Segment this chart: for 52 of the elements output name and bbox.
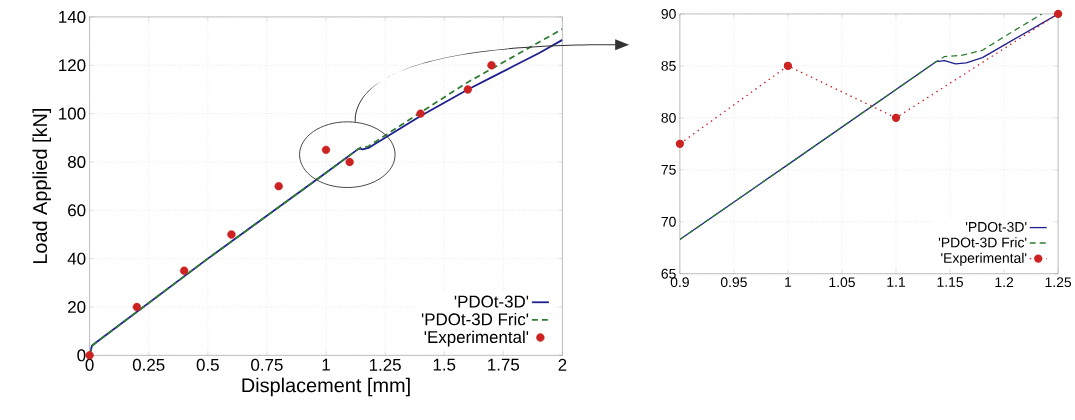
y-tick-label: 0 [77, 349, 86, 362]
x-tick-label: 1 [322, 358, 330, 371]
y-tick-label: 20 [68, 300, 86, 313]
y-tick-label: 65 [661, 268, 676, 279]
x-tick-label: 1.15 [937, 277, 964, 287]
point [783, 61, 793, 71]
y-tick-label: 80 [661, 112, 676, 123]
legend-label: 'PDOt-3D Fric' [421, 312, 529, 326]
legend-label: 'Experimental' [941, 252, 1027, 266]
point [1053, 9, 1063, 19]
y-tick-label: 100 [59, 107, 86, 120]
y-tick-label: 40 [67, 252, 86, 265]
point [675, 139, 684, 148]
point [321, 145, 331, 155]
x-tick-label: 1.1 [887, 277, 906, 287]
legend-label: 'PDOt-3D' [965, 221, 1027, 232]
point [274, 181, 283, 191]
point [345, 157, 354, 167]
point [416, 109, 425, 118]
x-tick-label: 1.05 [829, 277, 855, 288]
y-tick-label: 140 [59, 10, 86, 23]
x-tick-label: 1.25 [369, 358, 401, 371]
x-axis-title: Displacement [mm] [242, 377, 410, 397]
x-tick-label: 0.95 [720, 277, 747, 288]
legend-label: 'PDOt-3D' [454, 295, 529, 308]
x-tick-label: 0.75 [251, 358, 283, 371]
y-tick-label: 80 [68, 155, 86, 168]
y-tick-label: 85 [661, 60, 676, 71]
x-tick-label: 1.75 [488, 358, 520, 371]
point [132, 302, 142, 312]
point [891, 113, 901, 122]
x-tick-label: 0.5 [196, 358, 219, 371]
y-tick-label: 60 [68, 204, 86, 217]
point [487, 61, 496, 70]
x-tick-label: 0 [85, 358, 94, 371]
y-tick-label: 120 [59, 59, 86, 72]
x-tick-label: 1.2 [995, 277, 1014, 287]
y-tick-label: 70 [661, 216, 676, 227]
x-tick-label: 0.9 [670, 277, 689, 288]
point [179, 266, 189, 275]
legend-label: 'Experimental' [424, 330, 529, 347]
y-axis-title: Load Applied [kN] [32, 109, 52, 264]
legend-label: 'PDOt-3D Fric' [938, 237, 1027, 248]
x-tick-label: 0.25 [132, 358, 165, 371]
y-tick-label: 90 [661, 8, 676, 19]
x-tick-label: 1.25 [1045, 277, 1072, 288]
x-tick-label: 1 [785, 277, 792, 287]
x-tick-label: 2 [558, 358, 567, 371]
y-tick-label: 75 [661, 164, 676, 175]
x-tick-label: 1.5 [433, 358, 456, 371]
point [463, 85, 473, 94]
point [227, 230, 236, 239]
